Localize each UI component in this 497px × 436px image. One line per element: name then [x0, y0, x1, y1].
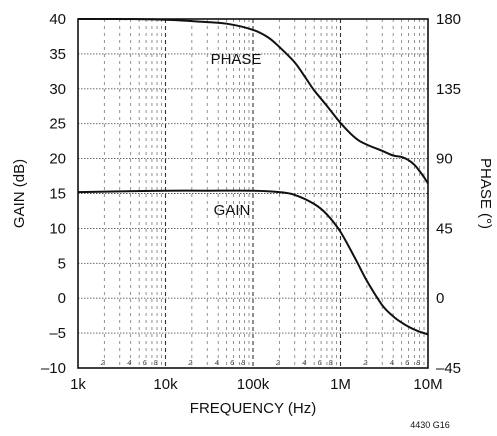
minor-tick-label: 4: [390, 360, 394, 367]
y-tick-label: 5: [58, 255, 66, 272]
minor-tick-label: 6: [230, 360, 234, 367]
minor-tick-label: 6: [318, 360, 322, 367]
minor-tick-label: 2: [362, 360, 367, 367]
plot-frame: [77, 18, 429, 369]
y-tick-label: 30: [49, 81, 66, 98]
y-tick-label: 15: [49, 186, 66, 203]
minor-tick-label: 8: [416, 360, 420, 367]
minor-tick-label: 4: [215, 360, 219, 367]
series: [77, 17, 429, 336]
y2-tick-label: 180: [436, 11, 461, 28]
y2-axis-label: PHASE (°): [477, 158, 494, 229]
y-tick-label: 25: [49, 116, 66, 133]
minor-tick-label: 2: [275, 360, 280, 367]
x-tick-label: 10k: [153, 376, 178, 393]
minor-tick-label: 8: [154, 360, 158, 367]
x-tick-label: 100k: [237, 376, 270, 393]
y2-tick-label: –45: [436, 360, 461, 377]
minor-tick-label: 6: [143, 360, 147, 367]
minor-tick-label: 8: [329, 360, 333, 367]
x-axis-label: FREQUENCY (Hz): [190, 400, 316, 417]
grid: [78, 19, 428, 368]
y2-tick-label: 45: [436, 220, 453, 237]
x-tick-label: 10M: [413, 376, 442, 393]
phase-series-label: PHASE: [211, 51, 262, 68]
y2-tick-label: 135: [436, 81, 461, 98]
y-tick-label: 20: [49, 151, 66, 168]
y-tick-label: –10: [41, 360, 66, 377]
y-axis-label: GAIN (dB): [11, 159, 28, 228]
y-tick-label: 40: [49, 11, 66, 28]
y-tick-label: 10: [49, 220, 66, 237]
y-tick-label: 0: [58, 290, 66, 307]
figure-id: 4430 G16: [410, 420, 450, 430]
minor-tick-label: 2: [187, 360, 192, 367]
y-tick-label: –5: [49, 325, 66, 342]
minor-tick-label: 6: [405, 360, 409, 367]
y2-tick-label: 90: [436, 151, 453, 168]
x-tick-label: 1k: [70, 376, 86, 393]
gain-line: [77, 189, 429, 336]
gain-series-label: GAIN: [214, 202, 251, 219]
y2-tick-label: 0: [436, 290, 444, 307]
minor-tick-label: 2: [100, 360, 105, 367]
minor-tick-label: 4: [127, 360, 131, 367]
phase-line: [77, 17, 429, 184]
tick-labels: 1k 10k 100k 1M 10M –10 –5 0 5 10 15 20 25 30 35 40 –45 0 4…: [41, 11, 461, 393]
y-tick-label: 35: [49, 46, 66, 63]
minor-tick-label: 8: [241, 360, 245, 367]
x-tick-label: 1M: [330, 376, 351, 393]
minor-tick-label: 4: [302, 360, 306, 367]
